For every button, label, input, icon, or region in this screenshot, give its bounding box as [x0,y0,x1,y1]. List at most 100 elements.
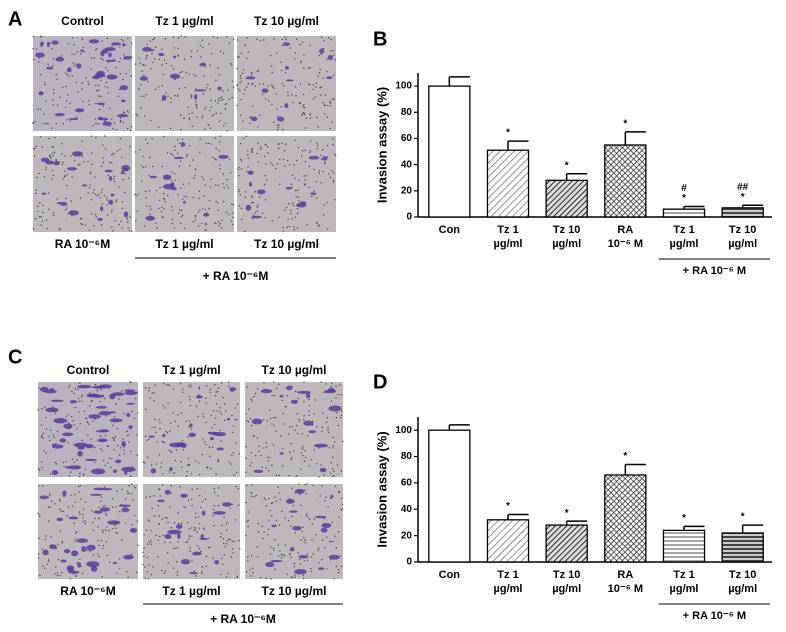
pore [73,65,75,67]
pore [257,530,260,533]
pore [320,381,322,383]
cell [100,429,109,432]
pore [259,146,262,149]
pore [237,504,240,506]
pore [163,572,166,574]
cell [271,524,277,528]
pore [196,116,198,118]
pore [333,470,335,473]
pore [183,58,186,60]
pore [302,526,304,528]
pore [145,197,147,199]
pore [127,37,129,40]
pore [80,222,82,225]
group-label: + RA 10⁻⁶ M [683,610,746,622]
pore [173,173,176,175]
pore [210,178,212,180]
micrograph [142,381,241,477]
pore [121,390,123,392]
group-caption: + RA 10⁻⁶M [203,269,269,283]
group-caption: + RA 10⁻⁶M [210,612,276,626]
photo-caption: Tz 10 µg/ml [254,237,319,251]
cell [167,529,182,535]
pore [129,129,132,132]
pore [224,122,227,124]
cell [326,76,333,80]
pore [103,120,106,123]
pore [101,188,104,191]
pore [177,541,179,543]
cell [51,444,64,449]
pore [251,400,253,402]
pore [268,100,270,102]
cell [150,468,157,474]
pore [44,84,46,86]
pore [124,498,127,500]
pore [274,568,276,570]
pore [47,63,49,65]
pore [38,387,40,389]
pore [39,108,42,111]
pore [272,86,274,88]
pore [98,95,100,97]
pore [134,193,136,195]
pore [214,417,217,419]
cell [175,524,183,529]
x-tick-label: µg/ml [728,238,757,250]
pore [190,386,192,388]
pore [129,146,131,148]
cell [43,390,57,394]
pore [304,489,306,491]
pore [157,556,159,558]
significance-mark: * [506,128,510,139]
pore [118,61,121,63]
pore [112,437,115,440]
pore [294,139,296,142]
pore [111,498,114,500]
pore [202,46,204,49]
pore [322,101,324,104]
pore [315,534,317,536]
pore [134,63,137,65]
pore [201,571,203,573]
pore [123,453,125,455]
pore [246,37,248,39]
pore [270,162,272,164]
cell [322,156,328,161]
pore [160,466,162,469]
pore [209,64,211,66]
pore [282,412,284,415]
pore [135,220,137,222]
pore [37,408,39,411]
pore [294,216,296,218]
pore [127,177,130,179]
micrograph-bg [33,136,132,232]
pore [95,136,97,139]
pore [274,538,276,541]
pore [303,381,305,383]
pore [133,417,136,420]
pore [257,126,259,128]
pore [106,526,108,528]
pore [237,487,239,490]
pore [37,553,40,555]
pore [96,195,98,197]
pore [316,116,318,119]
pore [106,204,108,206]
pore [299,83,302,85]
pore [56,198,59,200]
pore [95,193,97,195]
pore [60,55,63,57]
bar [545,179,588,218]
pore [296,227,299,229]
pore [71,415,73,418]
pore [66,174,68,176]
micrograph [32,35,133,132]
pore [324,161,326,163]
cell [85,444,94,449]
pore [236,39,239,41]
cell [308,430,317,434]
pore [289,553,291,555]
pore [203,108,206,111]
pore [184,506,187,509]
